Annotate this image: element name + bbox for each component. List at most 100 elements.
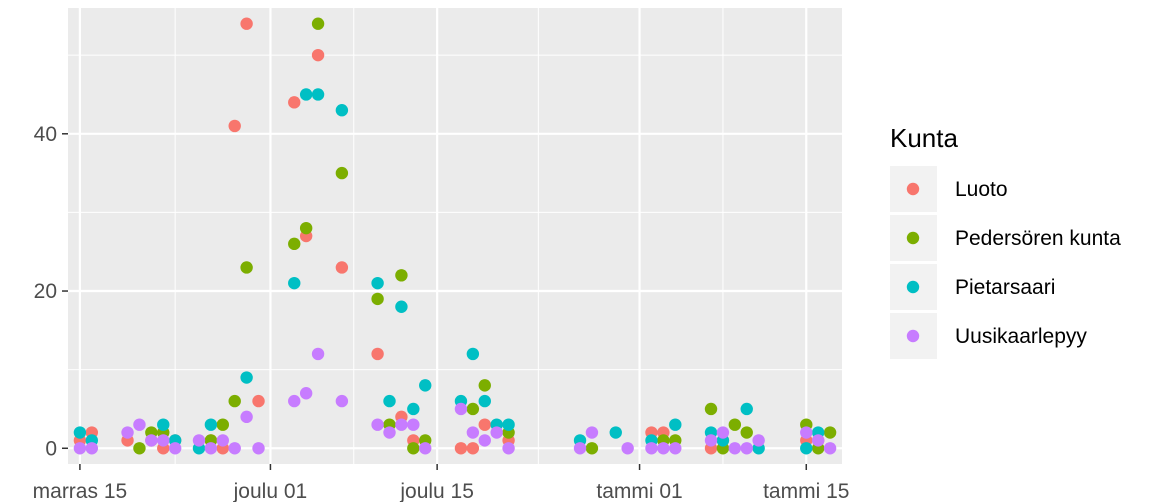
x-tick-label: joulu 01 xyxy=(233,480,308,502)
data-point-uusikaarlepyy xyxy=(240,410,253,424)
data-point-peders-ren-kunta xyxy=(371,292,384,306)
y-axis: 0 20 40 xyxy=(34,123,68,460)
data-point-uusikaarlepyy xyxy=(466,426,480,439)
data-point-uusikaarlepyy xyxy=(419,442,432,455)
data-point-pietarsaari xyxy=(419,379,432,392)
x-tick-label: marras 15 xyxy=(33,480,128,502)
data-point-pietarsaari xyxy=(740,402,753,416)
data-point-peders-ren-kunta xyxy=(311,17,325,30)
data-point-luoto xyxy=(240,17,253,30)
data-point-uusikaarlepyy xyxy=(811,434,825,447)
data-point-uusikaarlepyy xyxy=(299,387,313,400)
data-point-luoto xyxy=(478,418,491,431)
data-point-uusikaarlepyy xyxy=(133,418,146,431)
legend: Kunta Luoto Pedersören kunta Pietarsaari Uu… xyxy=(890,123,1121,359)
data-point-uusikaarlepyy xyxy=(383,426,396,439)
y-tick-label: 40 xyxy=(34,123,57,146)
data-point-uusikaarlepyy xyxy=(585,426,599,439)
legend-label: Pietarsaari xyxy=(955,276,1055,299)
data-point-peders-ren-kunta xyxy=(823,426,837,439)
data-point-peders-ren-kunta xyxy=(704,402,718,416)
y-tick-label: 20 xyxy=(34,280,57,303)
data-point-pietarsaari xyxy=(240,371,253,384)
data-point-uusikaarlepyy xyxy=(335,394,349,408)
data-point-pietarsaari xyxy=(371,276,384,290)
data-point-pietarsaari xyxy=(466,347,480,361)
data-point-pietarsaari xyxy=(478,394,491,408)
data-point-pietarsaari xyxy=(395,300,408,313)
data-point-peders-ren-kunta xyxy=(288,237,301,251)
data-point-peders-ren-kunta xyxy=(585,442,599,455)
data-point-uusikaarlepyy xyxy=(216,434,229,447)
data-point-luoto xyxy=(371,347,384,361)
data-points xyxy=(73,17,837,455)
x-tick-label: tammi 01 xyxy=(596,480,682,502)
data-point-peders-ren-kunta xyxy=(228,394,241,408)
data-point-uusikaarlepyy xyxy=(371,418,384,431)
data-point-uusikaarlepyy xyxy=(645,442,658,455)
data-point-pietarsaari xyxy=(407,402,420,416)
data-point-pietarsaari xyxy=(299,88,313,101)
data-point-uusikaarlepyy xyxy=(478,434,491,447)
legend-label: Luoto xyxy=(955,178,1008,201)
minor-gridlines xyxy=(68,8,842,464)
data-point-uusikaarlepyy xyxy=(157,434,170,447)
data-point-peders-ren-kunta xyxy=(740,426,753,439)
legend-label: Uusikaarlepyy xyxy=(955,325,1087,348)
data-point-pietarsaari xyxy=(204,418,218,431)
data-point-luoto xyxy=(335,261,349,274)
data-point-uusikaarlepyy xyxy=(728,442,742,455)
data-point-pietarsaari xyxy=(609,426,622,439)
data-point-pietarsaari xyxy=(335,104,349,117)
x-tick-label: joulu 15 xyxy=(399,480,474,502)
data-point-uusikaarlepyy xyxy=(395,418,408,431)
data-point-pietarsaari xyxy=(73,426,87,439)
data-point-pietarsaari xyxy=(669,418,682,431)
data-point-uusikaarlepyy xyxy=(800,426,813,439)
data-point-uusikaarlepyy xyxy=(85,442,99,455)
data-point-peders-ren-kunta xyxy=(395,269,408,282)
data-point-uusikaarlepyy xyxy=(752,434,765,447)
data-point-uusikaarlepyy xyxy=(192,434,206,447)
data-point-luoto xyxy=(311,48,325,62)
data-point-peders-ren-kunta xyxy=(216,418,229,431)
data-point-uusikaarlepyy xyxy=(145,434,158,447)
legend-swatch xyxy=(906,329,920,343)
data-point-uusikaarlepyy xyxy=(121,426,134,439)
data-point-uusikaarlepyy xyxy=(716,426,730,439)
data-point-uusikaarlepyy xyxy=(490,426,503,439)
data-point-uusikaarlepyy xyxy=(288,394,301,408)
data-point-peders-ren-kunta xyxy=(478,379,491,392)
x-tick-label: tammi 15 xyxy=(763,480,849,502)
data-point-uusikaarlepyy xyxy=(823,442,837,455)
y-tick-label: 0 xyxy=(45,437,57,460)
legend-swatch xyxy=(906,280,920,294)
legend-label: Pedersören kunta xyxy=(955,227,1121,250)
data-point-uusikaarlepyy xyxy=(621,442,634,455)
x-axis: marras 15 joulu 01 joulu 15 tammi 01 tammi 1… xyxy=(33,464,849,502)
data-point-peders-ren-kunta xyxy=(133,442,146,455)
data-point-uusikaarlepyy xyxy=(252,442,265,455)
data-point-uusikaarlepyy xyxy=(669,442,682,455)
data-point-uusikaarlepyy xyxy=(204,442,218,455)
data-point-uusikaarlepyy xyxy=(168,442,182,455)
data-point-pietarsaari xyxy=(383,394,396,408)
data-point-luoto xyxy=(252,394,265,408)
data-point-peders-ren-kunta xyxy=(728,418,742,431)
legend-title: Kunta xyxy=(890,123,958,153)
data-point-uusikaarlepyy xyxy=(228,442,241,455)
data-point-pietarsaari xyxy=(502,418,515,431)
data-point-peders-ren-kunta xyxy=(466,402,480,416)
data-point-pietarsaari xyxy=(311,88,325,101)
data-point-peders-ren-kunta xyxy=(299,221,313,235)
data-point-uusikaarlepyy xyxy=(73,442,87,455)
data-point-pietarsaari xyxy=(800,442,813,455)
data-point-uusikaarlepyy xyxy=(407,418,420,431)
legend-swatch xyxy=(906,231,920,245)
data-point-uusikaarlepyy xyxy=(704,434,718,447)
data-point-peders-ren-kunta xyxy=(240,261,253,274)
data-point-pietarsaari xyxy=(157,418,170,431)
data-point-uusikaarlepyy xyxy=(454,402,468,416)
data-point-pietarsaari xyxy=(288,276,301,290)
